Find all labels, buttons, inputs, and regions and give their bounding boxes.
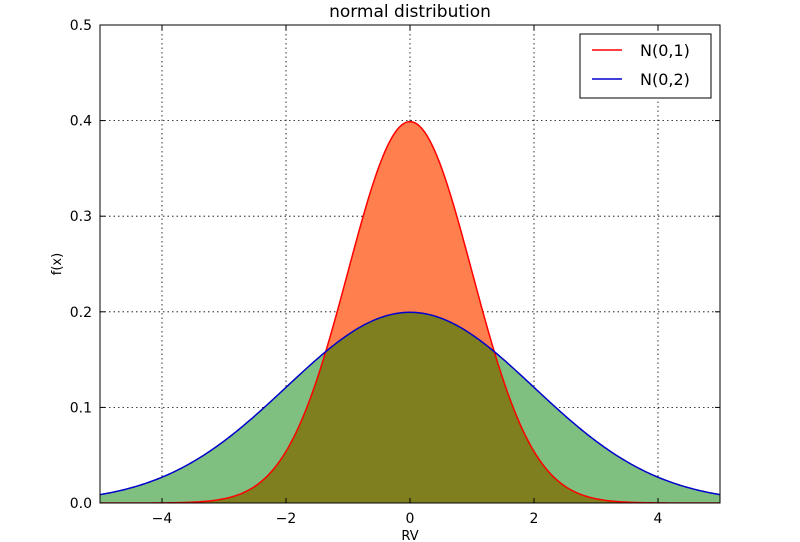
series-lines [100,120,720,503]
line-n01 [100,120,720,503]
x-tick-label-0: −4 [152,511,173,527]
y-tick-label-5: 0.5 [70,18,92,34]
y-axis-label: f(x) [50,253,65,275]
legend-box [579,33,712,99]
x-tick-label-4: 4 [654,511,663,527]
chart-title: normal distribution [329,2,491,22]
y-tick-label-3: 0.3 [70,209,92,225]
y-tick-label-1: 0.1 [70,400,92,416]
x-tick-label-1: −2 [276,511,297,527]
legend: N(0,1) N(0,2) [579,33,712,99]
x-axis-label: RV [401,529,418,542]
y-tick-label-0: 0.0 [70,496,92,512]
legend-label-n01: N(0,1) [640,41,690,60]
y-tick-label-2: 0.2 [70,305,92,321]
area-overlap [100,312,720,503]
y-tick-label-4: 0.4 [70,114,92,130]
legend-label-n02: N(0,2) [640,70,690,89]
line-n02 [100,311,720,496]
ticks: −4 −2 0 2 4 0.0 0.1 0.2 0.3 0.4 0.5 [70,18,720,527]
x-tick-label-3: 2 [530,511,539,527]
x-tick-label-2: 0 [406,511,415,527]
